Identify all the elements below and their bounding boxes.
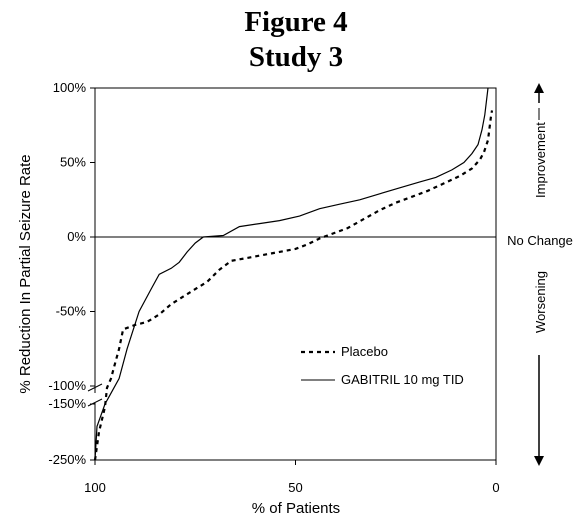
axis-break-mark-2: [87, 398, 103, 407]
axis-break-mark-1: [87, 383, 103, 392]
y-tick-label: 100%: [53, 80, 87, 95]
x-tick-label: 50: [288, 480, 302, 495]
figure-title: Figure 4: [244, 6, 348, 38]
legend: Placebo GABITRIL 10 mg TID: [301, 344, 464, 387]
side-annotations: Improvement No Change Worsening: [507, 83, 573, 466]
x-tick-label: 100: [84, 480, 106, 495]
figure-subtitle: Study 3: [248, 41, 344, 73]
x-tick-label: 0: [492, 480, 499, 495]
series-line-placebo: [93, 110, 494, 461]
y-axis-label: % Reduction In Partial Seizure Rate: [17, 154, 34, 393]
y-tick-label: 0%: [67, 229, 86, 244]
y-tick-label: 50%: [60, 155, 86, 170]
axis-break-gap: [88, 393, 104, 403]
series-line-gabitril: [94, 87, 489, 461]
plot-frame: [94, 87, 497, 461]
worsening-label: Worsening: [533, 271, 548, 333]
y-tick-label: -250%: [48, 452, 86, 467]
y-tick-group: 100% 50% 0% -50% -100% -150% -250%: [48, 80, 95, 467]
x-axis-label: % of Patients: [252, 500, 340, 517]
x-tick-group: 100 50 0: [84, 460, 500, 495]
y-tick-label: -50%: [56, 304, 87, 319]
legend-label-gabitril: GABITRIL 10 mg TID: [341, 372, 464, 387]
series-group: [93, 87, 494, 461]
legend-label-placebo: Placebo: [341, 344, 388, 359]
y-tick-label: -150%: [48, 396, 86, 411]
y-tick-label: -100%: [48, 378, 86, 393]
improvement-label: Improvement: [533, 122, 548, 198]
no-change-label: No Change: [507, 233, 573, 248]
